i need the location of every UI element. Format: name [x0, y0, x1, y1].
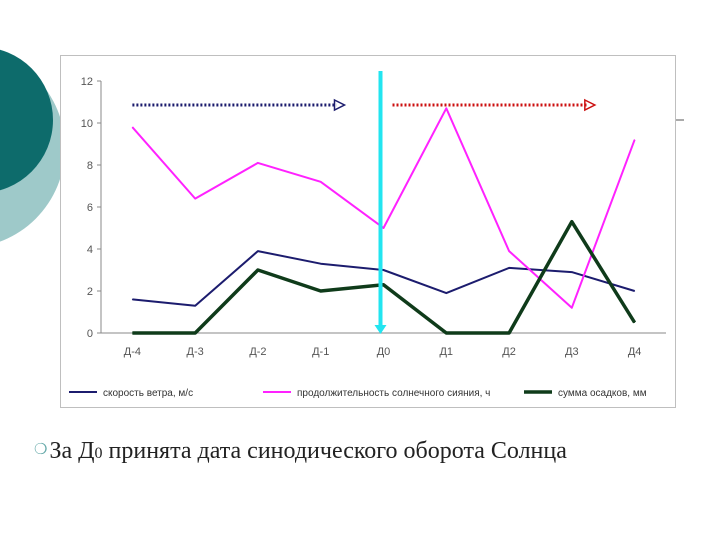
x-tick-label: Д-3 — [187, 346, 204, 358]
data-point — [445, 107, 447, 109]
data-point — [383, 269, 384, 271]
y-tick-label: 0 — [87, 328, 93, 340]
data-point — [131, 126, 133, 128]
data-point — [257, 162, 259, 164]
caption-text-start: За Д — [49, 438, 95, 464]
x-tick-label: Д3 — [565, 346, 579, 358]
series-line-1 — [131, 107, 636, 309]
data-point — [320, 181, 322, 183]
x-tick-label: Д2 — [502, 346, 516, 358]
data-point — [508, 332, 510, 334]
decor-circle-dark — [0, 49, 53, 191]
data-point — [634, 290, 636, 292]
chart-panel: 0 2 4 6 8 10 12 Д-4 Д-3 Д-2 Д-1 Д0 Д1 Д2 Д3 Д4 скорост… — [60, 55, 676, 408]
legend-label: продолжительность солнечного сияния, ч — [297, 388, 490, 399]
chart-legend: скорость ветра, м/с продолжительность сол… — [69, 388, 647, 399]
x-tick-labels: Д-4 Д-3 Д-2 Д-1 Д0 Д1 Д2 Д3 Д4 — [124, 346, 642, 358]
legend-label: сумма осадков, мм — [558, 388, 647, 399]
x-tick-label: Д0 — [377, 346, 391, 358]
x-tick-label: Д-1 — [312, 346, 329, 358]
data-point — [320, 263, 322, 265]
data-point — [257, 250, 259, 252]
y-tick-label: 10 — [81, 118, 93, 130]
line-chart: 0 2 4 6 8 10 12 Д-4 Д-3 Д-2 Д-1 Д0 Д1 Д2 Д3 Д4 скорост… — [69, 71, 666, 399]
data-point — [508, 250, 510, 252]
chart-series — [131, 107, 637, 335]
data-point — [257, 269, 259, 271]
caption: ❍За Д0 принята дата синодического оборот… — [34, 438, 567, 465]
caption-subscript: 0 — [94, 445, 103, 462]
y-tick-label: 12 — [81, 76, 93, 88]
data-point — [508, 267, 510, 269]
y-tick-label: 6 — [87, 202, 93, 214]
data-point — [194, 198, 196, 200]
y-tick-label: 4 — [87, 244, 93, 256]
arrow-before-head — [333, 98, 347, 112]
period-arrows — [132, 98, 597, 112]
x-tick-label: Д4 — [628, 346, 642, 358]
x-tick-label: Д-2 — [249, 346, 266, 358]
bullet-icon: ❍ — [34, 442, 48, 458]
legend-label: скорость ветра, м/с — [103, 388, 193, 399]
data-point — [634, 322, 636, 323]
arrow-after-head — [584, 98, 597, 112]
data-point — [383, 227, 384, 229]
y-tick-labels: 0 2 4 6 8 10 12 — [81, 76, 93, 340]
y-tick-label: 2 — [87, 286, 93, 298]
d0-marker — [374, 71, 387, 334]
x-tick-label: Д1 — [439, 346, 453, 358]
data-point — [194, 332, 196, 334]
x-tick-label: Д-4 — [124, 346, 141, 358]
data-point — [571, 221, 573, 223]
data-point — [383, 284, 384, 286]
data-point — [634, 139, 636, 141]
data-point — [194, 305, 196, 307]
y-tick-label: 8 — [87, 160, 93, 172]
data-point — [571, 271, 573, 273]
series-line-2 — [132, 219, 637, 335]
d0-marker-arrowhead — [374, 325, 387, 334]
caption-text-end: принята дата синодического оборота Солнц… — [102, 438, 567, 464]
data-point — [445, 292, 447, 294]
data-point — [445, 332, 447, 334]
data-point — [571, 307, 573, 309]
data-point — [320, 290, 322, 292]
data-point — [131, 332, 133, 334]
data-point — [131, 298, 133, 300]
